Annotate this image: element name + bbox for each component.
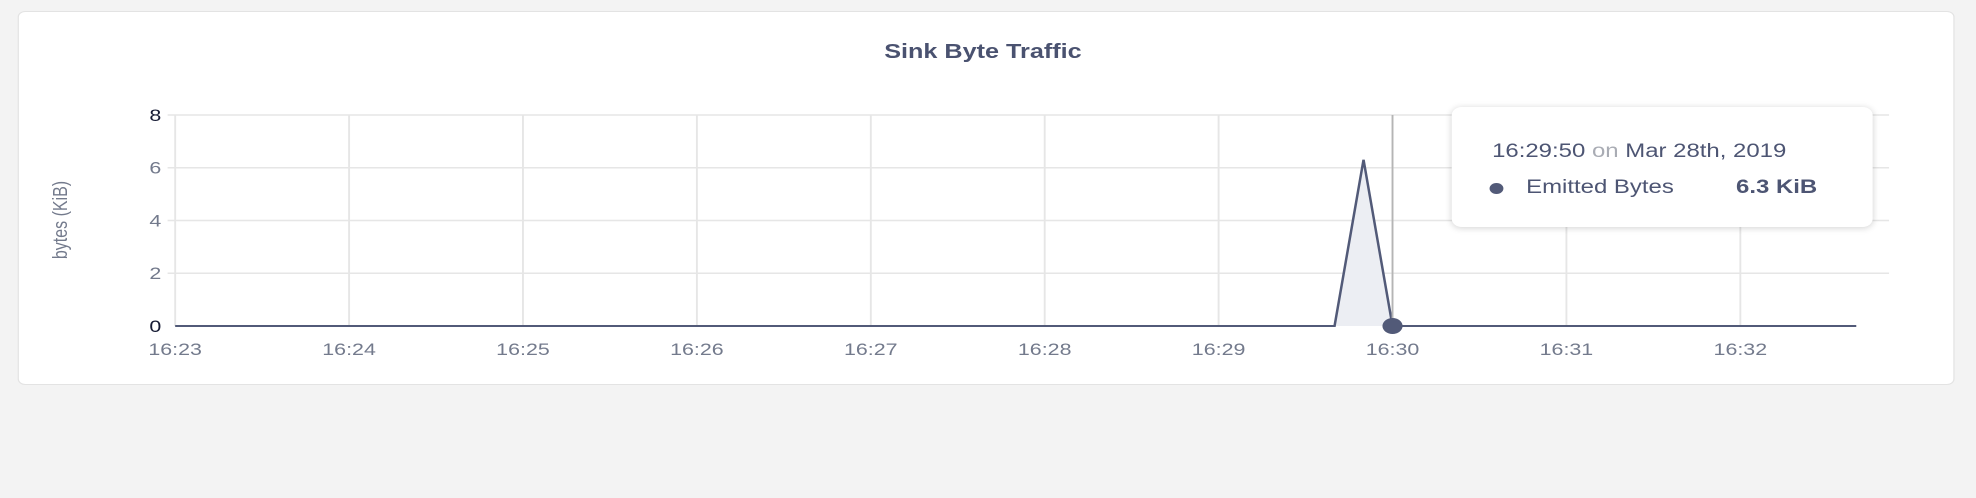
x-tick-label: 16:28 [1018,341,1072,359]
tooltip-value: 6.3 KiB [1736,177,1818,198]
series-line [175,159,1857,327]
chart-tooltip: 16:29:50 on Mar 28th, 2019 Emitted Bytes… [1451,107,1873,227]
x-tick-label: 16:27 [844,341,898,359]
y-tick-label: 4 [149,212,161,230]
tooltip-series-row: Emitted Bytes 6.3 KiB [1489,177,1818,199]
x-tick-label: 16:25 [496,341,550,359]
x-tick-label: 16:23 [148,341,202,359]
y-axis-label: bytes (KiB) [49,181,71,259]
y-tick-label: 6 [149,160,161,178]
tooltip-time: 16:29:50 [1492,141,1586,162]
y-tick-label: 2 [149,265,161,283]
chart-title: Sink Byte Traffic [884,40,1082,63]
tooltip-date: Mar 28th, 2019 [1625,141,1787,162]
tooltip-timestamp: 16:29:50 on Mar 28th, 2019 [1492,141,1786,163]
x-tick-label: 16:24 [322,341,376,359]
x-tick-label: 16:32 [1714,341,1768,359]
x-tick-label: 16:26 [670,341,724,359]
x-tick-label: 16:29 [1192,341,1246,359]
x-tick-label: 16:31 [1540,341,1594,359]
tooltip-series-name: Emitted Bytes [1526,177,1674,198]
hover-point-marker [1382,318,1403,334]
series-color-dot-icon [1489,182,1504,194]
y-tick-label: 8 [149,107,161,125]
y-tick-label: 0 [149,318,161,336]
tooltip-on: on [1591,141,1619,162]
x-tick-label: 16:30 [1366,341,1420,359]
